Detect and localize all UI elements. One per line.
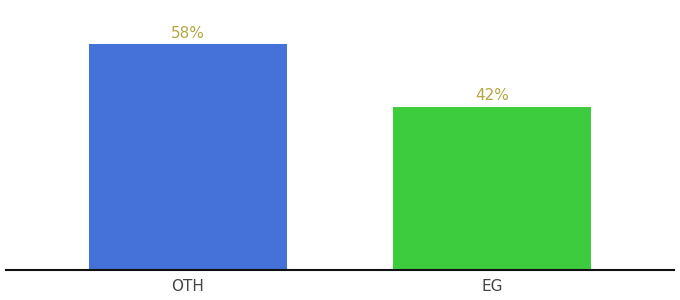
Bar bbox=[89, 44, 287, 270]
Bar bbox=[393, 106, 591, 270]
Text: 42%: 42% bbox=[475, 88, 509, 104]
Text: 58%: 58% bbox=[171, 26, 205, 41]
